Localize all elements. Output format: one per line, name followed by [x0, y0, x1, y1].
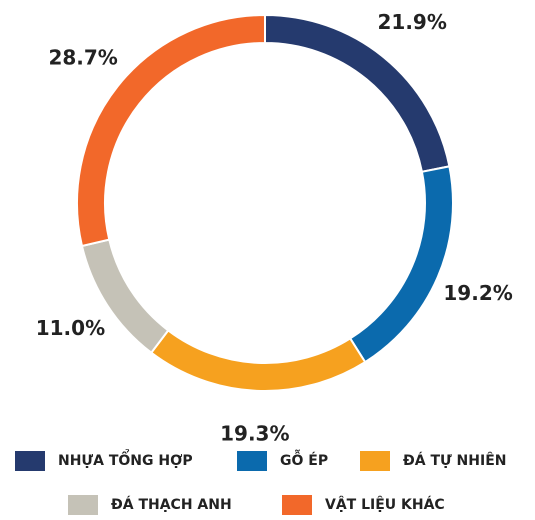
- donut-segment: [149, 329, 367, 392]
- donut-segment: [264, 13, 451, 173]
- legend-label: ĐÁ THẠCH ANH: [111, 496, 232, 513]
- donut-segment: [76, 13, 266, 248]
- legend-swatch: [15, 451, 45, 471]
- legend-swatch: [282, 495, 312, 515]
- value-label: 19.2%: [443, 281, 512, 305]
- value-label: 11.0%: [36, 316, 105, 340]
- legend-label: GỖ ÉP: [280, 449, 328, 469]
- legend-swatch: [360, 451, 390, 471]
- legend-swatch: [237, 451, 267, 471]
- legend-label: NHỰA TỔNG HỢP: [58, 449, 193, 469]
- legend-label: VẬT LIỆU KHÁC: [325, 495, 445, 513]
- legend-label: ĐÁ TỰ NHIÊN: [403, 452, 506, 469]
- value-label: 28.7%: [48, 45, 117, 69]
- value-label: 21.9%: [378, 10, 447, 34]
- legend-swatch: [68, 495, 98, 515]
- donut-segment: [348, 165, 454, 364]
- value-label: 19.3%: [220, 421, 289, 445]
